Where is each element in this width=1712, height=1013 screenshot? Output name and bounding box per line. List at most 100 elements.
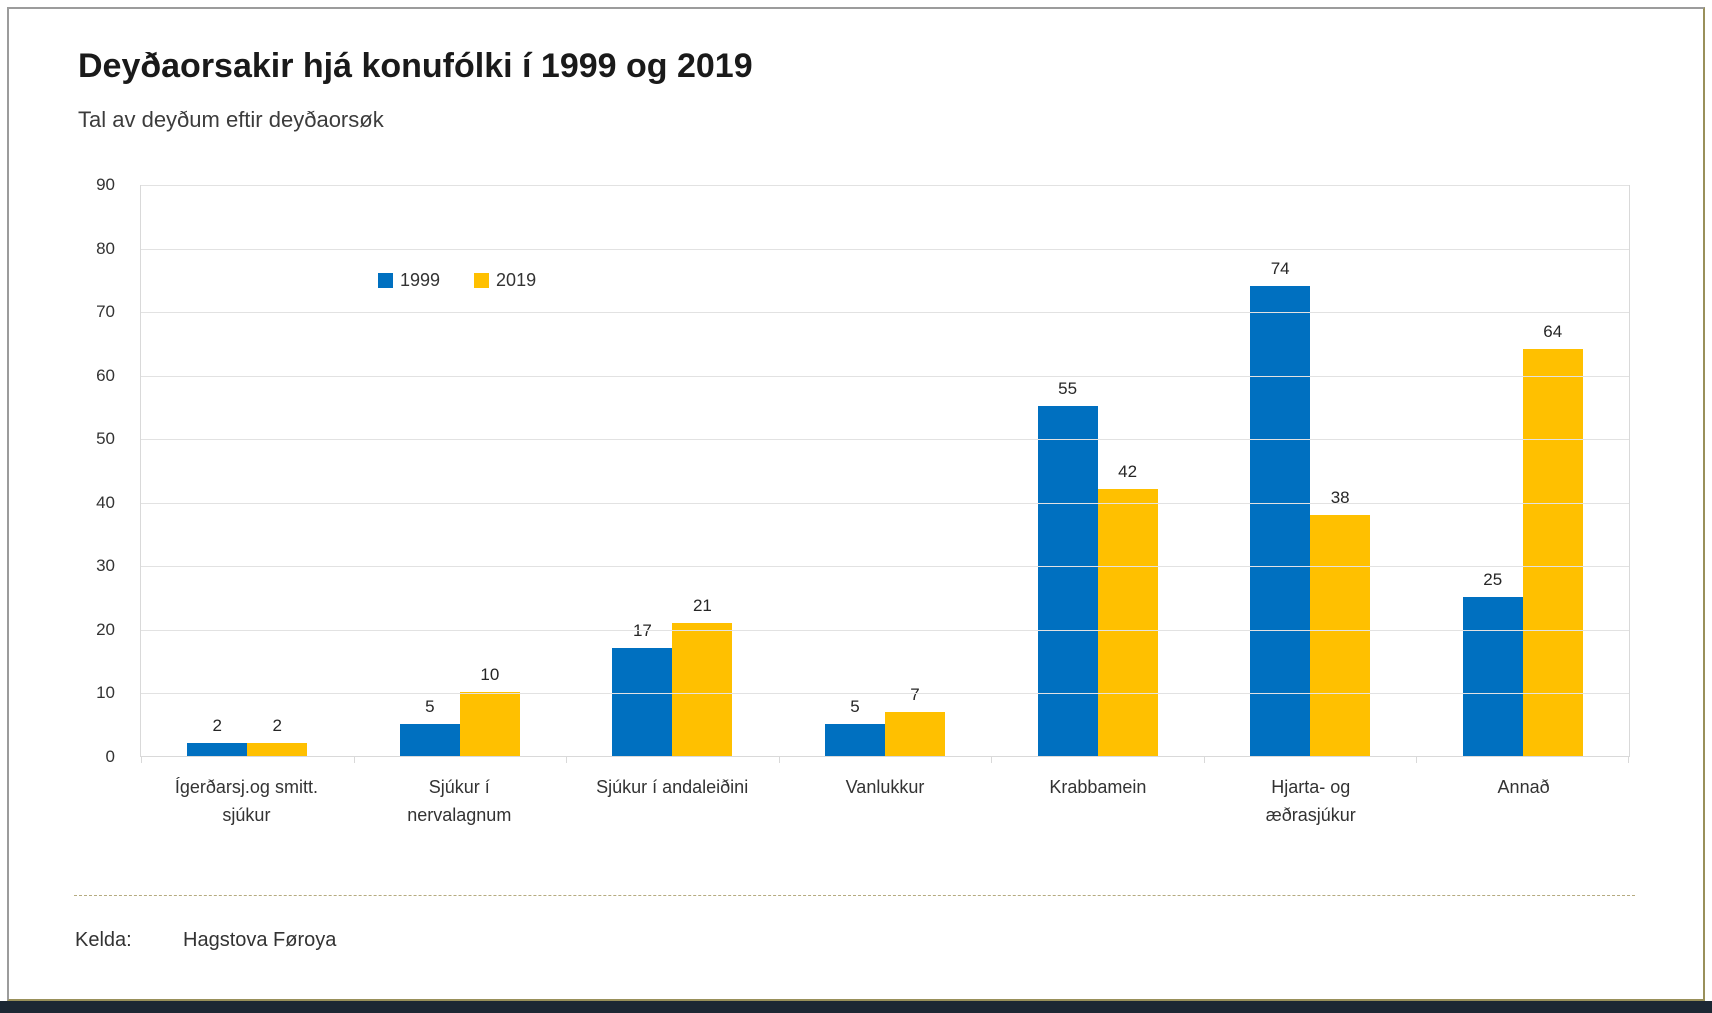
x-axis-label: Sjúkur í andaleiðini: [596, 777, 749, 797]
plot-area: 22510172157554274382564: [140, 185, 1630, 763]
bar-wrap: 64: [1522, 185, 1583, 756]
bar-value-label: 7: [910, 685, 919, 705]
gridline: [141, 375, 1629, 377]
bar-1999-2: [399, 724, 460, 756]
page-title: Deyðaorsakir hjá konufólki í 1999 og 201…: [78, 47, 753, 85]
legend-item-1999: 1999: [378, 270, 440, 291]
category-group: 17 21: [566, 185, 779, 756]
gridline: [141, 566, 1629, 568]
bar-2019-7: [1522, 349, 1583, 756]
source-value: Hagstova Føroya: [183, 929, 337, 951]
y-axis-tick-label: 0: [105, 747, 115, 766]
bar-value-label: 74: [1270, 258, 1290, 278]
bar-wrap: 7: [885, 185, 946, 756]
y-axis-tick-label: 20: [96, 619, 115, 639]
legend: 1999 2019: [378, 270, 536, 291]
x-axis-label: Annað: [1497, 777, 1550, 797]
x-axis-tick: [566, 756, 568, 763]
bar-wrap: 55: [1037, 185, 1098, 756]
bar-1999-4: [825, 724, 886, 756]
category-group: 5 10: [354, 185, 567, 756]
y-axis-tick-label: 70: [96, 302, 115, 322]
chart-card: Deyðaorsakir hjá konufólki í 1999 og 201…: [7, 7, 1705, 1001]
y-axis-tick-label: 90: [96, 175, 115, 194]
bar-2019-4: [885, 711, 946, 756]
gridline: [141, 502, 1629, 504]
bar-value-label: 2: [212, 716, 223, 736]
bar-2019-2: [459, 692, 520, 756]
y-axis-tick-label: 60: [96, 365, 115, 385]
bar-1999-6: [1250, 285, 1311, 756]
bar-wrap: 5: [399, 185, 460, 756]
bars-row: 22510172157554274382564: [141, 185, 1629, 756]
bar-value-label: 55: [1058, 379, 1078, 399]
bar-value-label: 64: [1543, 322, 1563, 342]
bar-1999-5: [1037, 406, 1098, 756]
y-axis-tick-label: 30: [96, 556, 115, 576]
gridline: [141, 693, 1629, 695]
bar-value-label: 38: [1330, 487, 1350, 507]
bar-wrap: 10: [459, 185, 520, 756]
legend-swatch-2019: [474, 273, 490, 288]
y-axis-tick-label: 10: [96, 683, 115, 703]
bar-2019-6: [1310, 514, 1371, 756]
y-axis-tick-label: 50: [96, 429, 115, 449]
bar-value-label: 21: [692, 595, 712, 615]
gridline: [141, 439, 1629, 441]
bar-wrap: 42: [1097, 185, 1158, 756]
bar-wrap: 5: [825, 185, 886, 756]
bar-1999-7: [1462, 597, 1523, 756]
category-group: 55 42: [991, 185, 1204, 756]
y-axis-tick-label: 80: [96, 238, 115, 258]
bar-value-label: 2: [272, 716, 283, 736]
x-axis-label: Hjarta- og æðrasjúkur: [1265, 777, 1356, 825]
legend-item-2019: 2019: [474, 270, 536, 291]
category-group: 25 64: [1416, 185, 1629, 756]
gridline: [141, 629, 1629, 631]
x-axis-label: Krabbamein: [1049, 777, 1147, 797]
legend-label-1999: 1999: [400, 270, 441, 290]
gridline: [141, 248, 1629, 250]
bar-value-label: 10: [480, 665, 500, 685]
bar-value-label: 25: [1483, 570, 1503, 590]
bar-2019-5: [1097, 489, 1158, 756]
x-axis-label: Ígerðarsj.og smitt. sjúkur: [174, 777, 318, 825]
y-axis: 0 10 20 30 40 50 60 70 80 90: [9, 175, 115, 766]
divider-line: [74, 895, 1635, 896]
category-group: 57: [779, 185, 992, 756]
bar-wrap: 17: [612, 185, 673, 756]
x-axis-tick: [1416, 756, 1418, 763]
bar-wrap: 21: [672, 185, 733, 756]
bottom-strip: [0, 1001, 1712, 1013]
page-subtitle: Tal av deyðum eftir deyðaorsøk: [78, 107, 384, 132]
x-axis-tick: [141, 756, 142, 763]
bar-value-label: 5: [425, 697, 435, 717]
category-group: 74 38: [1204, 185, 1417, 756]
bar-value-label: 42: [1118, 462, 1138, 482]
bar-wrap: 2: [247, 185, 308, 756]
x-axis-tick: [1628, 756, 1629, 763]
bar-1999-1: [187, 743, 248, 756]
bar-value-label: 17: [632, 620, 652, 640]
bar-wrap: 74: [1250, 185, 1311, 756]
x-axis-tick: [353, 756, 355, 763]
x-axis-label: Vanlukkur: [845, 777, 925, 797]
x-axis-tick: [778, 756, 780, 763]
bar-1999-3: [612, 647, 673, 756]
bar-2019-3: [672, 622, 733, 756]
legend-swatch-1999: [378, 273, 393, 288]
gridline: [141, 185, 1629, 186]
x-axis-tick: [991, 756, 993, 763]
y-axis-tick-label: 40: [96, 492, 115, 512]
source-label: Kelda:: [75, 929, 132, 951]
bar-wrap: 2: [187, 185, 248, 756]
bar-2019-1: [247, 743, 308, 756]
bar-value-label: 5: [850, 697, 860, 717]
gridline: [141, 312, 1629, 314]
x-axis-tick: [1203, 756, 1205, 763]
legend-label-2019: 2019: [496, 270, 537, 290]
x-axis-label: Sjúkur í nervalagnum: [407, 777, 512, 825]
x-axis-labels: Ígerðarsj.og smitt. sjúkur Sjúkur í nervala…: [140, 773, 1630, 829]
bar-wrap: 38: [1310, 185, 1371, 756]
